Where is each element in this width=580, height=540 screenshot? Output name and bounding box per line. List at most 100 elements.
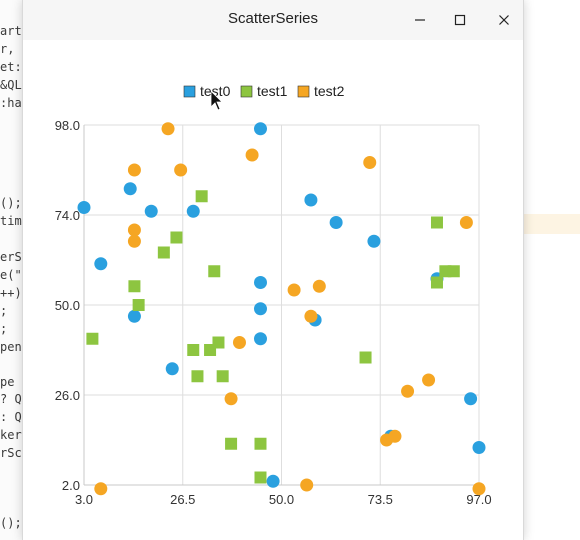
background-code-line: e(" — [0, 268, 22, 282]
data-point-test2 — [422, 373, 436, 387]
close-icon — [499, 15, 509, 25]
background-code-line: rSca — [0, 446, 29, 460]
data-point-test1 — [86, 332, 99, 345]
x-tick-label: 26.5 — [170, 492, 195, 507]
background-code-line: ker — [0, 428, 22, 442]
data-point-test2 — [232, 336, 246, 349]
data-point-test1 — [430, 216, 443, 229]
maximize-button[interactable] — [448, 8, 472, 32]
data-point-test2 — [363, 156, 377, 169]
data-point-test0 — [253, 332, 267, 346]
data-point-test0 — [165, 362, 179, 376]
legend-label-test0[interactable]: test0 — [200, 83, 231, 99]
data-point-test2 — [174, 163, 188, 177]
data-point-test0 — [472, 441, 486, 454]
background-code-line: art — [0, 24, 22, 38]
data-point-test2 — [459, 216, 473, 229]
data-point-test2 — [472, 482, 486, 496]
data-point-test2 — [161, 122, 175, 136]
data-point-test1 — [254, 471, 267, 484]
x-tick-label: 50.0 — [269, 492, 294, 507]
chart-view[interactable] — [23, 40, 523, 540]
legend-label-test2[interactable]: test2 — [314, 83, 345, 99]
data-point-test0 — [123, 182, 137, 196]
minimize-icon — [415, 19, 425, 21]
background-code-line: pe s — [0, 375, 29, 389]
data-point-test2 — [388, 429, 402, 443]
data-point-test0 — [186, 204, 200, 218]
data-point-test0 — [329, 216, 343, 229]
data-point-test0 — [253, 122, 267, 136]
data-point-test0 — [144, 204, 158, 218]
y-tick-label: 98.0 — [55, 118, 80, 133]
data-point-test0 — [94, 257, 108, 271]
data-point-test2 — [300, 478, 314, 492]
data-point-test1 — [191, 370, 204, 383]
window-title: ScatterSeries — [227, 10, 319, 27]
x-tick-label: 3.0 — [75, 492, 93, 507]
minimize-button[interactable] — [408, 8, 432, 32]
data-point-test0 — [77, 201, 91, 214]
background-code-line: &QL — [0, 78, 22, 92]
y-tick-label: 74.0 — [55, 208, 80, 223]
background-code-line: time — [0, 214, 29, 228]
data-point-test1 — [187, 344, 200, 356]
background-highlight-stripe — [522, 214, 580, 234]
background-code-line: et: — [0, 60, 22, 74]
background-code-line: (); — [0, 196, 22, 210]
data-point-test1 — [359, 351, 372, 364]
data-point-test0 — [266, 474, 280, 488]
background-code-line: ; — [0, 322, 8, 336]
data-point-test2 — [127, 234, 141, 248]
data-point-test1 — [447, 265, 460, 278]
legend-marker-test2[interactable] — [297, 85, 310, 98]
background-code-line: r, ( — [0, 42, 29, 56]
title-bar[interactable]: ScatterSeries — [23, 0, 523, 40]
data-point-test0 — [367, 234, 381, 248]
data-point-test0 — [464, 392, 478, 406]
close-button[interactable] — [492, 8, 516, 32]
data-point-test2 — [287, 283, 301, 297]
data-point-test2 — [127, 223, 141, 237]
background-code-line: (); — [0, 516, 22, 530]
data-point-test0 — [253, 276, 267, 289]
x-tick-label: 97.0 — [466, 492, 491, 507]
background-right-pane — [522, 0, 580, 540]
data-point-test1 — [225, 437, 238, 450]
data-point-test2 — [127, 163, 141, 177]
data-point-test1 — [170, 231, 183, 244]
background-code-line: erS — [0, 250, 22, 264]
data-point-test1 — [195, 190, 208, 203]
data-point-test1 — [212, 336, 225, 349]
data-point-test2 — [94, 482, 108, 496]
legend-marker-test0[interactable] — [183, 85, 196, 98]
background-code-line: ++) — [0, 286, 22, 300]
data-point-test2 — [224, 392, 238, 406]
data-point-test2 — [245, 148, 259, 162]
y-tick-label: 2.0 — [62, 478, 80, 493]
data-point-test1 — [430, 276, 443, 289]
mouse-pointer-icon — [210, 90, 223, 115]
y-tick-label: 26.0 — [55, 388, 80, 403]
background-code-line: ? Q — [0, 392, 22, 406]
data-point-test0 — [127, 309, 141, 323]
data-point-test1 — [157, 246, 170, 259]
data-point-test1 — [128, 280, 141, 293]
data-point-test1 — [132, 299, 145, 311]
legend-label-test1[interactable]: test1 — [257, 83, 288, 99]
data-point-test1 — [208, 265, 221, 278]
data-point-test2 — [401, 384, 415, 398]
background-code-line: :ha — [0, 96, 22, 110]
data-point-test2 — [304, 309, 318, 323]
x-tick-label: 73.5 — [368, 492, 393, 507]
data-point-test0 — [304, 193, 318, 207]
maximize-icon — [454, 14, 466, 26]
y-tick-label: 50.0 — [55, 298, 80, 313]
background-code-line: pend — [0, 340, 29, 354]
data-point-test2 — [312, 279, 326, 293]
background-code-line: : Q — [0, 410, 22, 424]
data-point-test1 — [216, 370, 229, 383]
legend-marker-test1[interactable] — [240, 85, 253, 98]
data-point-test0 — [253, 302, 267, 316]
